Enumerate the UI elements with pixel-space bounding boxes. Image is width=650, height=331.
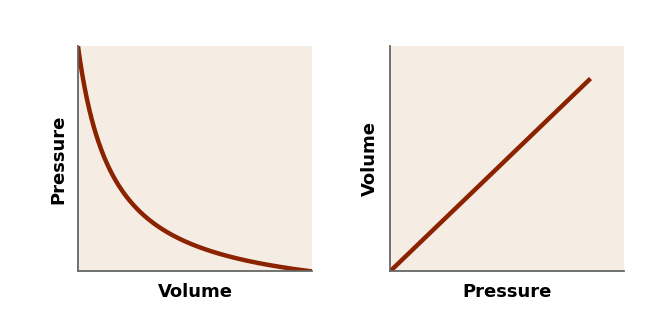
X-axis label: Pressure: Pressure: [462, 283, 552, 301]
X-axis label: Volume: Volume: [157, 283, 233, 301]
Y-axis label: Volume: Volume: [361, 121, 379, 196]
Y-axis label: Pressure: Pressure: [49, 114, 67, 204]
